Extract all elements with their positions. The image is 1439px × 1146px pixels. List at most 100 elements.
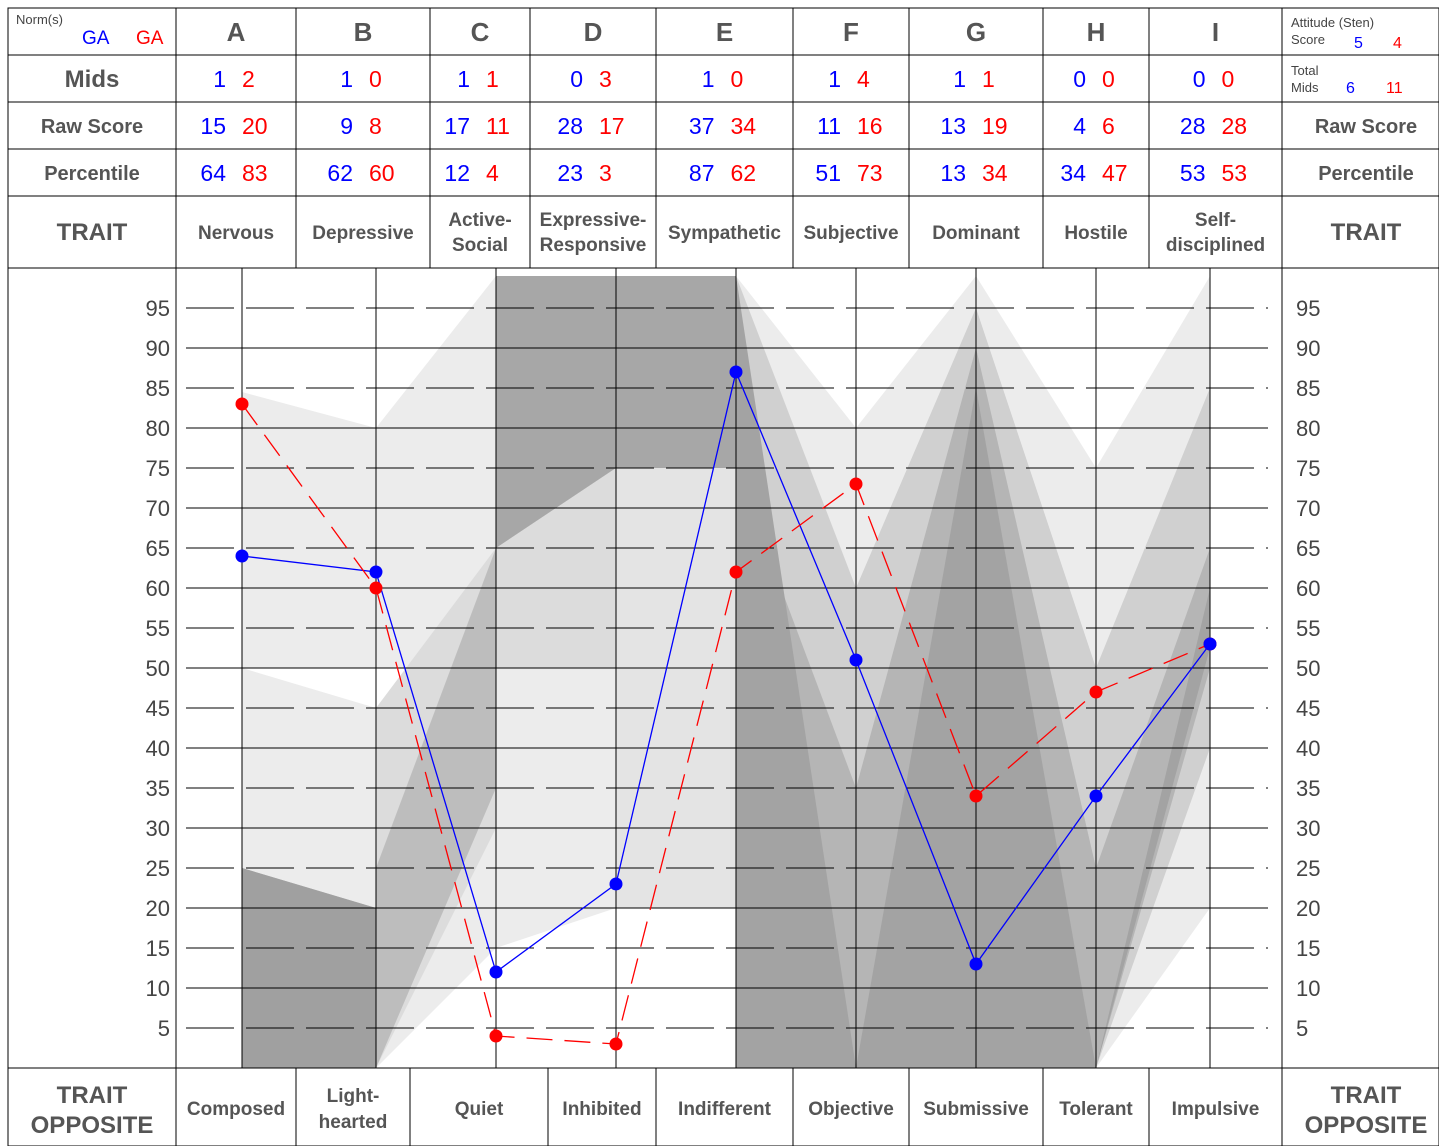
mids-red-F: 4 [857,66,870,92]
pct-blue-F: 51 [815,160,841,186]
raw-blue-A: 15 [200,113,226,139]
trait-opposite-G: Submissive [923,1099,1029,1120]
point-0-H [1089,789,1103,803]
ytick-right: 70 [1296,496,1320,521]
trait-opposite-label-right-1: TRAIT [1331,1082,1402,1109]
total-mids-blue: 6 [1346,80,1355,97]
pct-red-B: 60 [369,160,395,186]
trait-opposite-label-right-2: OPPOSITE [1305,1112,1428,1139]
ytick-right: 25 [1296,856,1320,881]
ytick-left: 75 [146,456,170,481]
ytick-right: 80 [1296,416,1320,441]
ytick-right: 55 [1296,616,1320,641]
point-1-F [849,477,863,491]
ytick-left: 25 [146,856,170,881]
shading-band-0 [242,392,376,668]
ytick-right: 45 [1296,696,1320,721]
mids-red-D: 3 [599,66,612,92]
ytick-right: 65 [1296,536,1320,561]
total-mids-red: 11 [1386,80,1403,97]
shading-band-10 [242,868,376,1068]
raw-red-E: 34 [731,113,757,139]
mids-red-B: 0 [369,66,382,92]
percentile-label-right: Percentile [1318,163,1414,185]
trait-letter-B: B [354,17,373,47]
ytick-left: 35 [146,776,170,801]
ytick-left: 5 [158,1016,170,1041]
point-0-B [369,565,383,579]
shading-band-16 [736,276,856,1068]
pct-red-A: 83 [242,160,268,186]
raw-score-label: Raw Score [41,116,143,138]
raw-red-H: 6 [1102,113,1115,139]
raw-red-C: 11 [486,113,510,139]
pct-blue-H: 34 [1060,160,1086,186]
pct-red-I: 53 [1222,160,1248,186]
point-0-A [235,549,249,563]
ytick-right: 10 [1296,976,1320,1001]
ytick-right: 50 [1296,656,1320,681]
trait-name-C-2: Social [452,235,508,256]
attitude-label-1: Attitude (Sten) [1291,15,1374,30]
mids-red-E: 0 [731,66,744,92]
trait-name-G: Dominant [932,223,1020,244]
mids-red-G: 1 [982,66,995,92]
trait-letter-H: H [1087,17,1106,47]
raw-red-B: 8 [369,113,382,139]
trait-letter-E: E [716,17,733,47]
attitude-blue: 5 [1354,35,1363,52]
trait-label: TRAIT [57,219,128,246]
ytick-left: 40 [146,736,170,761]
trait-opposite-F: Objective [808,1099,894,1120]
trait-letter-I: I [1212,17,1219,47]
ytick-right: 40 [1296,736,1320,761]
mids-blue-B: 1 [340,66,353,92]
ytick-right: 30 [1296,816,1320,841]
ytick-left: 50 [146,656,170,681]
mids-red-I: 0 [1222,66,1235,92]
raw-blue-E: 37 [689,113,715,139]
ytick-left: 80 [146,416,170,441]
ytick-right: 90 [1296,336,1320,361]
ytick-right: 35 [1296,776,1320,801]
pct-blue-I: 53 [1180,160,1206,186]
ytick-left: 20 [146,896,170,921]
pct-red-E: 62 [731,160,757,186]
total-mids-label-2: Mids [1291,80,1319,95]
trait-opposite-label-2: OPPOSITE [31,1112,154,1139]
total-mids-label-1: Total [1291,63,1319,78]
mids-blue-C: 1 [457,66,470,92]
trait-opposite-D: Inhibited [562,1099,641,1120]
raw-red-D: 17 [599,113,625,139]
raw-blue-H: 4 [1073,113,1086,139]
norm-red: GA [136,28,164,49]
ytick-right: 60 [1296,576,1320,601]
point-0-F [849,653,863,667]
point-1-D [609,1037,623,1051]
raw-red-F: 16 [857,113,883,139]
ytick-left: 60 [146,576,170,601]
point-0-E [729,365,743,379]
trait-opposite-C: Quiet [455,1099,504,1120]
ytick-left: 30 [146,816,170,841]
mids-blue-G: 1 [953,66,966,92]
raw-blue-C: 17 [444,113,470,139]
trait-opposite-B-2: hearted [319,1112,388,1133]
raw-blue-F: 11 [817,113,841,139]
pct-blue-D: 23 [557,160,583,186]
point-1-G [969,789,983,803]
attitude-label-2: Score [1291,32,1325,47]
pct-blue-C: 12 [444,160,470,186]
ytick-left: 85 [146,376,170,401]
trait-letter-D: D [584,17,603,47]
raw-red-G: 19 [982,113,1008,139]
pct-red-D: 3 [599,160,612,186]
point-0-C [489,965,503,979]
trait-letter-C: C [471,17,490,47]
pct-red-F: 73 [857,160,883,186]
point-1-A [235,397,249,411]
trait-letter-F: F [843,17,859,47]
raw-blue-I: 28 [1180,113,1206,139]
